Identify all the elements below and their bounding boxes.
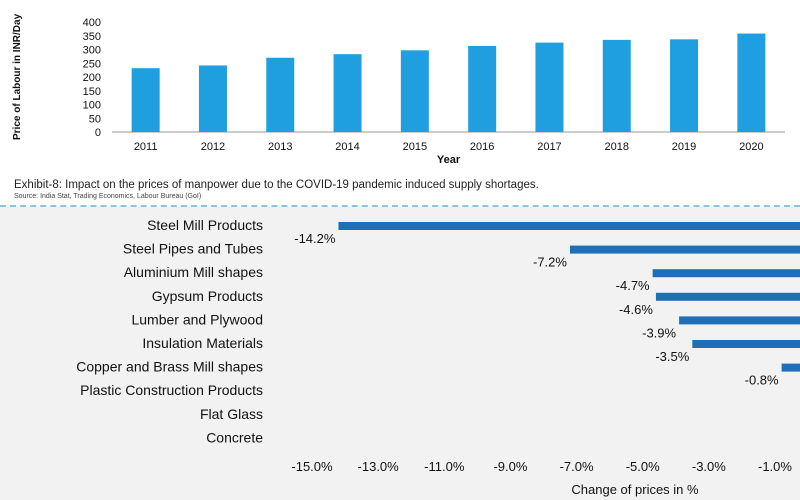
category-label: Gypsum Products bbox=[152, 288, 263, 304]
bar-2014 bbox=[333, 54, 362, 132]
y-tick-label: 150 bbox=[83, 86, 101, 98]
data-label: -3.9% bbox=[642, 325, 676, 340]
bar-2012 bbox=[198, 65, 227, 132]
data-label: -7.2% bbox=[533, 255, 567, 270]
x-tick-label: -9.0% bbox=[493, 459, 527, 474]
category-label: Steel Mill Products bbox=[147, 217, 263, 233]
x-tick-label: -1.0% bbox=[758, 459, 792, 474]
bar-gypsum-products bbox=[655, 292, 800, 301]
x-tick-label: -5.0% bbox=[626, 459, 660, 474]
x-axis-title: Year bbox=[437, 154, 461, 166]
x-tick-label: 2016 bbox=[470, 141, 494, 153]
category-label: Flat Glass bbox=[200, 406, 263, 422]
y-tick-label: 350 bbox=[83, 31, 101, 43]
material-price-panel: Steel Mill Products -14.2% Steel Pipes and… bbox=[0, 207, 800, 500]
y-tick-label: 100 bbox=[83, 100, 101, 112]
y-tick-label: 400 bbox=[83, 17, 101, 29]
data-label: -14.2% bbox=[294, 231, 336, 246]
bar-2020 bbox=[737, 33, 766, 132]
bar-lumber-and-plywood bbox=[679, 316, 800, 325]
labour-price-panel: 0 50 100 150 200 250 300 350 400 2011 2012 2013 2014… bbox=[0, 0, 800, 207]
bar-2018 bbox=[602, 39, 631, 132]
x-tick-label: 2015 bbox=[403, 141, 427, 153]
x-tick-label: -7.0% bbox=[560, 459, 594, 474]
bar-2011 bbox=[131, 68, 160, 132]
bar-insulation-materials bbox=[692, 340, 800, 348]
data-label: -0.8% bbox=[745, 373, 779, 388]
y-tick-label: 200 bbox=[83, 72, 101, 84]
bar-steel-pipes-and-tubes bbox=[569, 245, 800, 254]
x-tick-label: 2013 bbox=[268, 141, 292, 153]
y-tick-label: 250 bbox=[83, 58, 101, 70]
chart-caption: Exhibit-8: Impact on the prices of manpo… bbox=[14, 179, 539, 191]
y-tick-label: 0 bbox=[95, 127, 101, 139]
bar-aluminium-mill-shapes bbox=[652, 269, 800, 278]
category-label: Steel Pipes and Tubes bbox=[123, 241, 263, 257]
x-tick-label: 2017 bbox=[537, 141, 561, 153]
bar-2017 bbox=[535, 42, 564, 132]
x-tick-label: -3.0% bbox=[692, 459, 726, 474]
y-axis-title: Price of Labour in INR/Day bbox=[12, 13, 23, 140]
category-label: Aluminium Mill shapes bbox=[124, 264, 263, 280]
data-label: -4.6% bbox=[619, 302, 653, 317]
bar-2013 bbox=[266, 57, 295, 132]
category-label: Copper and Brass Mill shapes bbox=[76, 359, 263, 375]
x-tick-label: -13.0% bbox=[358, 459, 400, 474]
category-label: Plastic Construction Products bbox=[80, 382, 263, 398]
x-tick-label: -15.0% bbox=[291, 459, 333, 474]
chart-source: Source: India Stat, Trading Economics, L… bbox=[14, 193, 202, 200]
bar-steel-mill-products bbox=[338, 222, 800, 230]
x-axis-title: Change of prices in % bbox=[571, 482, 699, 497]
category-label: Lumber and Plywood bbox=[131, 311, 263, 327]
x-tick-label: 2014 bbox=[335, 141, 359, 153]
x-tick-label: 2012 bbox=[201, 141, 225, 153]
x-tick-label: 2019 bbox=[672, 141, 696, 153]
x-tick-label: 2018 bbox=[605, 141, 629, 153]
x-tick-label: 2020 bbox=[739, 141, 763, 153]
x-tick-label: -11.0% bbox=[424, 459, 465, 474]
material-price-change-chart: Steel Mill Products -14.2% Steel Pipes and… bbox=[76, 217, 800, 497]
category-label: Insulation Materials bbox=[142, 335, 263, 351]
bar-2019 bbox=[670, 39, 699, 133]
data-label: -3.5% bbox=[655, 349, 689, 364]
data-label: -4.7% bbox=[616, 278, 650, 293]
bar-2016 bbox=[468, 45, 497, 132]
category-label: Concrete bbox=[206, 429, 263, 445]
y-tick-label: 300 bbox=[83, 45, 101, 57]
x-tick-label: 2011 bbox=[134, 141, 158, 153]
bar-2015 bbox=[400, 50, 429, 133]
bar-copper-and-brass-mill-shapes bbox=[781, 363, 800, 372]
y-tick-label: 50 bbox=[89, 113, 101, 125]
